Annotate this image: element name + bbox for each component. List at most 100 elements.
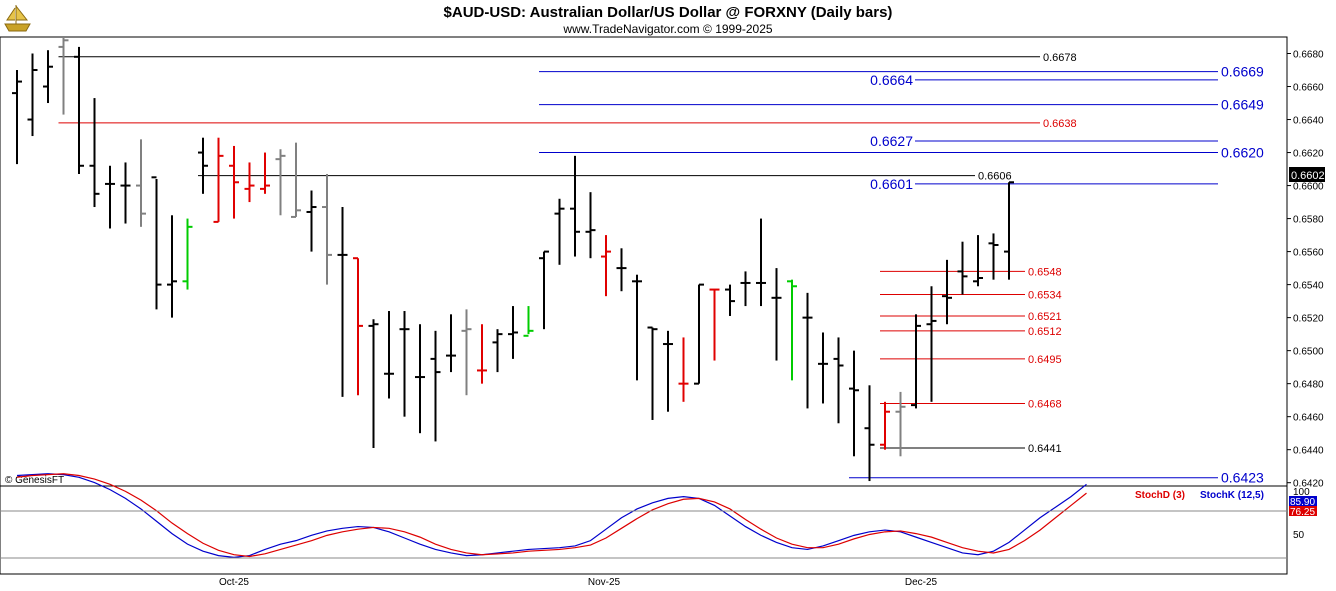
ohlc-bar <box>523 306 534 337</box>
ohlc-bar <box>213 137 224 223</box>
current-price-label: 0.6602 <box>1291 170 1325 182</box>
ohlc-bar <box>384 311 394 399</box>
ohlc-bar <box>756 218 766 307</box>
ohlc-bar <box>849 350 859 457</box>
stoch-d-tag <box>1289 506 1317 516</box>
genesis-watermark: © GenesisFT <box>5 475 64 486</box>
ohlc-bar <box>198 137 208 194</box>
ohlc-bar <box>616 248 627 292</box>
level-label: 0.6512 <box>1028 326 1062 338</box>
price-tick-label: 0.6640 <box>1293 116 1324 127</box>
ohlc-bar <box>988 233 999 280</box>
date-label-dec: Dec-25 <box>905 577 938 588</box>
price-tick-label: 0.6620 <box>1293 149 1324 160</box>
ohlc-bar <box>1004 181 1014 280</box>
stoch-d-value: 76.25 <box>1290 507 1315 518</box>
price-tick-label: 0.6420 <box>1293 479 1324 490</box>
stoch-tick-100: 100 <box>1293 487 1310 498</box>
ohlc-bar <box>353 257 363 396</box>
ohlc-bar <box>477 324 487 384</box>
ohlc-bar <box>322 174 332 285</box>
ohlc-bar <box>911 314 921 409</box>
ohlc-bar <box>89 98 100 208</box>
ohlc-bar <box>771 268 782 361</box>
level-label: 0.6664 <box>870 72 913 88</box>
price-tick-label: 0.6660 <box>1293 83 1324 94</box>
price-tick-label: 0.6540 <box>1293 281 1324 292</box>
ohlc-bars <box>12 37 1014 482</box>
ohlc-bar <box>880 401 890 450</box>
ohlc-bar <box>585 192 596 259</box>
price-tick-label: 0.6480 <box>1293 380 1324 391</box>
ohlc-bar <box>601 235 611 297</box>
stochastic-lines <box>16 473 1087 558</box>
level-label: 0.6468 <box>1028 398 1062 410</box>
level-label: 0.6620 <box>1221 145 1264 161</box>
ohlc-bar <box>802 292 813 409</box>
level-label: 0.6548 <box>1028 266 1062 278</box>
ohlc-bar <box>151 176 162 310</box>
ohlc-bar <box>260 152 270 194</box>
level-label: 0.6441 <box>1028 443 1062 455</box>
ohlc-bar <box>725 284 735 316</box>
ohlc-bar <box>492 329 503 373</box>
ohlc-bar <box>926 286 937 402</box>
level-label: 0.6521 <box>1028 311 1062 323</box>
ohlc-bar <box>306 190 317 252</box>
ohlc-bar <box>895 391 906 457</box>
ohlc-bar <box>74 46 84 175</box>
level-label: 0.6423 <box>1221 470 1264 486</box>
price-tick-label: 0.6460 <box>1293 413 1324 424</box>
level-label: 0.6495 <box>1028 354 1062 366</box>
ohlc-bar <box>554 198 565 265</box>
stoch-k-legend: StochK (12,5) <box>1200 490 1264 501</box>
ohlc-bar <box>694 283 704 385</box>
price-tick-label: 0.6580 <box>1293 215 1324 226</box>
ohlc-bar <box>461 309 472 396</box>
level-label: 0.6678 <box>1043 52 1077 64</box>
ohlc-bar <box>818 332 828 404</box>
ohlc-bar <box>647 326 658 420</box>
ohlc-bar <box>632 274 642 381</box>
price-tick-label: 0.6500 <box>1293 347 1324 358</box>
ohlc-bar <box>167 215 177 318</box>
ohlc-bar <box>182 218 193 290</box>
ohlc-bar <box>539 250 549 330</box>
ohlc-bar <box>787 279 797 381</box>
ohlc-bar <box>973 235 983 287</box>
stoch-k-tag <box>1289 496 1317 506</box>
ohlc-bar <box>136 139 146 227</box>
ohlc-bar <box>709 288 720 361</box>
price-tick-label: 0.6560 <box>1293 248 1324 259</box>
fibonacci-levels: 0.6678 0.6669 0.6664 0.6649 0.6638 0.6627 0.66… <box>58 52 1264 486</box>
ohlc-bar <box>833 337 844 424</box>
stoch-tick-50: 50 <box>1293 530 1305 541</box>
ohlc-bar <box>12 70 22 165</box>
ohlc-bar <box>229 145 239 219</box>
price-tick-label: 0.6520 <box>1293 314 1324 325</box>
stoch-d-legend: StochD (3) <box>1135 490 1185 501</box>
ohlc-bar <box>291 142 301 218</box>
ohlc-bar <box>27 53 38 137</box>
stoch-k-value: 85.90 <box>1290 497 1315 508</box>
stoch-k-line <box>16 473 1087 558</box>
ohlc-bar <box>430 330 441 442</box>
ohlc-bar <box>415 324 425 434</box>
chart-title: $AUD-USD: Australian Dollar/US Dollar @ … <box>444 4 893 21</box>
level-label: 0.6649 <box>1221 97 1264 113</box>
date-label-oct: Oct-25 <box>219 577 249 588</box>
ohlc-bar <box>58 37 69 115</box>
ohlc-bar <box>105 165 115 229</box>
level-label: 0.6601 <box>870 176 913 192</box>
ohlc-bar <box>120 162 131 224</box>
chart-subtitle: www.TradeNavigator.com © 1999-2025 <box>562 22 772 36</box>
date-label-nov: Nov-25 <box>588 577 621 588</box>
level-label: 0.6606 <box>978 171 1012 183</box>
price-tick-label: 0.6440 <box>1293 446 1324 457</box>
ohlc-bar <box>275 149 286 216</box>
ohlc-bar <box>570 155 580 257</box>
level-label: 0.6638 <box>1043 118 1077 130</box>
ohlc-bar <box>508 306 518 359</box>
